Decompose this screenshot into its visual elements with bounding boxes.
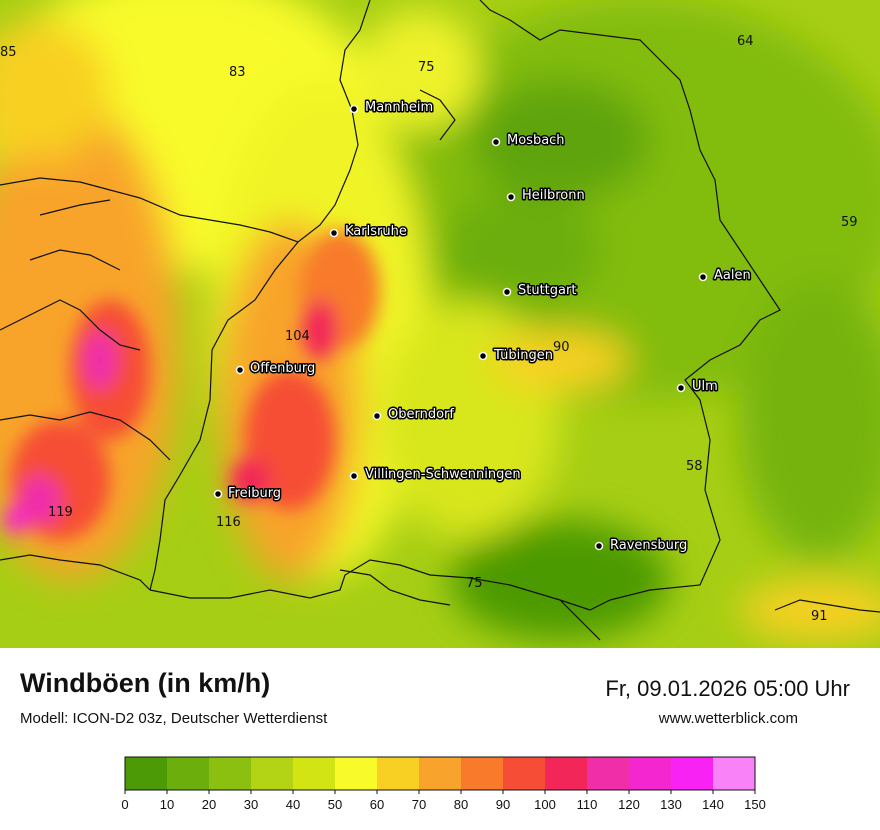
legend-swatch (713, 757, 755, 790)
city-stuttgart: Stuttgart (502, 282, 578, 300)
map-svg: Mannheim Mosbach Heilbronn Karlsruhe Aal… (0, 0, 880, 648)
city-aalen: Aalen (698, 267, 752, 285)
city-freiburg: Freiburg (213, 485, 283, 503)
legend-swatch (251, 757, 293, 790)
city-label: Ulm (692, 379, 718, 394)
city-label: Mannheim (365, 100, 433, 115)
city-marker (506, 192, 516, 202)
city-label: Offenburg (250, 361, 315, 376)
legend-swatch (209, 757, 251, 790)
legend-tick-label: 120 (618, 797, 640, 812)
city-mosbach: Mosbach (491, 132, 566, 150)
legend-swatch (587, 757, 629, 790)
legend-ticks: 0 10 20 30 40 50 60 70 80 90 100 110 120 130 140 150 (121, 790, 766, 812)
city-label: Heilbronn (522, 188, 585, 203)
city-karlsruhe: Karlsruhe (329, 223, 408, 241)
legend-swatch (545, 757, 587, 790)
wind-gust-map: Mannheim Mosbach Heilbronn Karlsruhe Aal… (0, 0, 880, 648)
value-label: 104 (285, 329, 310, 344)
model-subtitle: Modell: ICON-D2 03z, Deutscher Wetterdie… (20, 710, 328, 727)
city-marker (698, 272, 708, 282)
legend-swatch (461, 757, 503, 790)
value-label: 58 (686, 459, 703, 474)
forecast-datetime: Fr, 09.01.2026 05:00 Uhr (605, 676, 850, 701)
color-legend: 0 10 20 30 40 50 60 70 80 90 100 110 120 130 140 150 (0, 748, 880, 818)
legend-swatch (503, 757, 545, 790)
city-marker (349, 104, 359, 114)
legend-tick-label: 10 (160, 797, 174, 812)
value-label: 75 (418, 60, 435, 75)
legend-swatch (293, 757, 335, 790)
value-label: 91 (811, 609, 828, 624)
city-ravensburg: Ravensburg (594, 537, 689, 555)
city-label: Oberndorf (388, 407, 454, 422)
legend-tick-label: 140 (702, 797, 724, 812)
borders (0, 0, 880, 641)
legend-tick-label: 90 (496, 797, 510, 812)
value-label: 119 (48, 505, 73, 520)
city-tuebingen: Tübingen (478, 347, 555, 365)
legend-tick-label: 130 (660, 797, 682, 812)
legend-swatch (125, 757, 167, 790)
footer: Windböen (in km/h) Modell: ICON-D2 03z, … (0, 648, 880, 830)
city-marker (502, 287, 512, 297)
legend-swatch (419, 757, 461, 790)
legend-tick-label: 150 (744, 797, 766, 812)
city-ulm: Ulm (676, 378, 719, 396)
value-label: 85 (0, 45, 17, 60)
legend-frame (124, 756, 756, 791)
city-label: Mosbach (507, 133, 565, 148)
city-marker (372, 411, 382, 421)
city-heilbronn: Heilbronn (506, 187, 586, 205)
city-label: Freiburg (228, 486, 281, 501)
legend-tick-label: 40 (286, 797, 300, 812)
legend-tick-label: 100 (534, 797, 556, 812)
value-label: 116 (216, 515, 241, 530)
legend-tick-label: 60 (370, 797, 384, 812)
city-villingen-schwenningen: Villingen-Schwenningen (349, 466, 522, 484)
city-marker (478, 351, 488, 361)
legend-swatch (335, 757, 377, 790)
value-label: 59 (841, 215, 858, 230)
legend-swatch (377, 757, 419, 790)
legend-tick-label: 20 (202, 797, 216, 812)
legend-tick-label: 70 (412, 797, 426, 812)
city-marker (329, 228, 339, 238)
city-marker (235, 365, 245, 375)
legend-tick-label: 30 (244, 797, 258, 812)
value-label: 64 (737, 34, 754, 49)
city-oberndorf: Oberndorf (372, 406, 456, 424)
city-mannheim: Mannheim (349, 99, 435, 117)
city-label: Aalen (714, 268, 751, 283)
map-title: Windböen (in km/h) (20, 668, 271, 698)
city-label: Tübingen (493, 348, 553, 363)
website-label: www.wetterblick.com (658, 710, 798, 727)
legend-tick-label: 0 (121, 797, 128, 812)
value-label: 75 (466, 576, 483, 591)
city-marker (349, 471, 359, 481)
legend-swatch (629, 757, 671, 790)
legend-tick-label: 50 (328, 797, 342, 812)
legend-swatch (671, 757, 713, 790)
value-labels: 85 83 75 64 59 104 90 58 119 116 75 91 (0, 34, 858, 624)
city-marker (594, 541, 604, 551)
legend-tick-label: 80 (454, 797, 468, 812)
legend-svg: 0 10 20 30 40 50 60 70 80 90 100 110 120 130 140 150 (121, 756, 766, 812)
value-label: 90 (553, 340, 570, 355)
wind-peaks (3, 230, 380, 540)
legend-swatches (125, 757, 755, 790)
legend-swatch (167, 757, 209, 790)
city-marker (676, 383, 686, 393)
city-label: Karlsruhe (345, 224, 407, 239)
value-label: 83 (229, 65, 246, 80)
city-label: Ravensburg (610, 538, 687, 553)
city-offenburg: Offenburg (235, 360, 317, 378)
city-marker (491, 137, 501, 147)
city-label: Villingen-Schwenningen (365, 467, 521, 482)
legend-tick-label: 110 (577, 797, 598, 812)
city-label: Stuttgart (518, 283, 576, 298)
city-marker (213, 489, 223, 499)
